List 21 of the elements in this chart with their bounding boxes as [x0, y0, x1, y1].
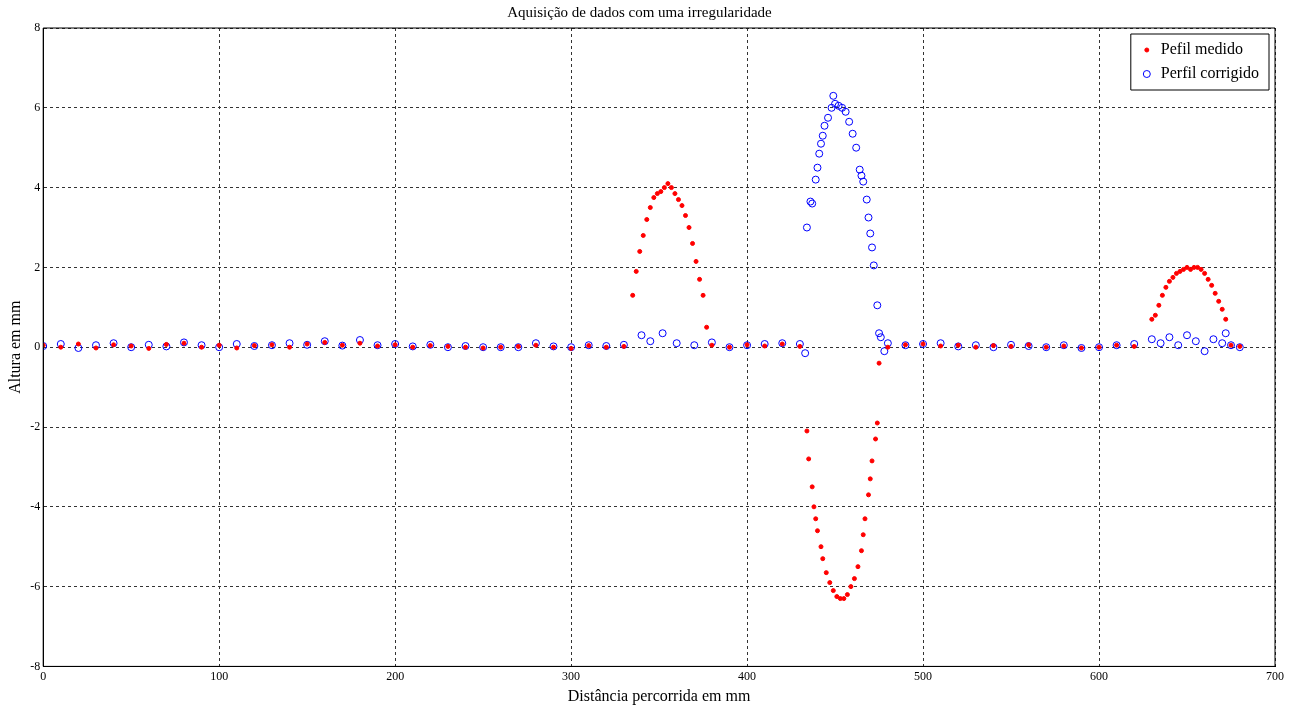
y-axis-title: Altura em mm — [5, 299, 23, 394]
y-tick-label: 8 — [34, 20, 41, 35]
y-tick-label: 2 — [34, 259, 41, 274]
y-tick-label: -2 — [30, 419, 41, 434]
y-tick-label: 6 — [34, 99, 41, 114]
x-tick-label: 200 — [386, 668, 405, 683]
x-axis-title: Distância percorrida em mm — [567, 686, 751, 705]
y-tick-label: 0 — [34, 339, 41, 354]
x-tick-label: 300 — [562, 668, 581, 683]
x-tick-label: 600 — [1090, 668, 1109, 683]
x-tick-label: 400 — [738, 668, 757, 683]
y-tick-label: -6 — [30, 578, 41, 593]
legend-label: Perfil corrigido — [1160, 64, 1260, 83]
y-tick-label: -8 — [30, 658, 41, 673]
x-tick-label: 700 — [1266, 668, 1284, 683]
chart-title: Aquisição de dados com uma irregularidade — [507, 3, 773, 20]
legend-label: Pefil medido — [1160, 40, 1244, 58]
y-tick-label: -4 — [30, 498, 41, 513]
x-tick-label: 500 — [914, 668, 933, 683]
x-tick-label: 100 — [210, 668, 229, 683]
y-tick-label: 4 — [34, 179, 41, 194]
